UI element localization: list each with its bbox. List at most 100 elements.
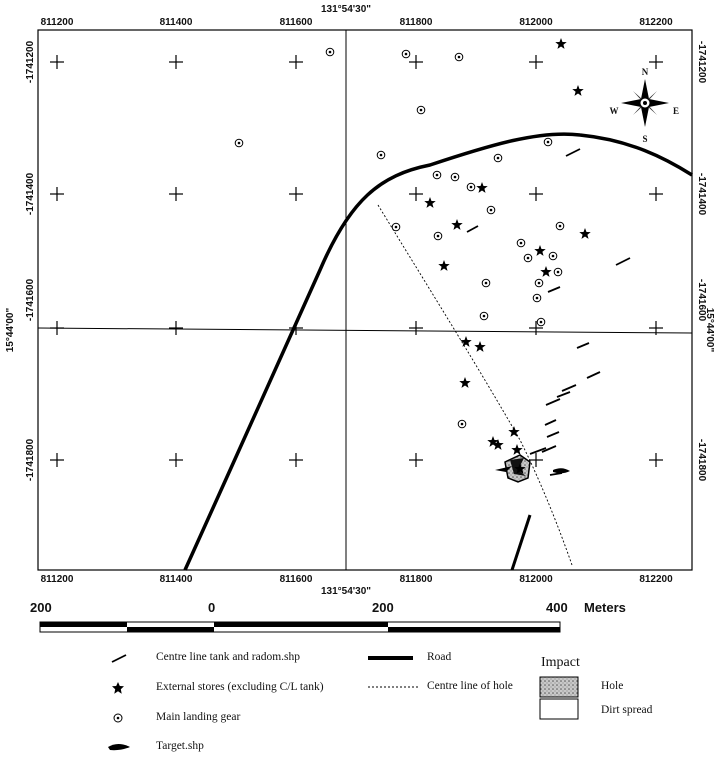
scale-bar [39,621,561,633]
grid-cross [169,187,183,201]
grid-crosses [50,55,663,467]
external-store-point [540,266,552,277]
grid-cross [409,321,423,335]
left-northing-label: -1741800 [25,438,36,481]
external-store-point [511,444,523,455]
landing-gear-point [553,267,563,277]
grid-cross [529,453,543,467]
centre-line-of-hole [377,204,573,566]
right-northing-label: -1741400 [696,173,707,216]
left-northing-label: -1741400 [25,172,36,215]
external-store-point [438,260,450,271]
compass-w-label: W [610,106,619,116]
top-easting-label: 811200 [41,17,74,28]
landing-gear-point [523,253,533,263]
legend-road-label: Road [427,651,452,663]
legend-star-symbol [112,682,124,694]
bottom-easting-label: 811200 [41,574,74,585]
grid-cross [50,187,64,201]
legend-hole-symbol [539,676,579,698]
external-stores-points [424,38,591,474]
compass-s-label: S [642,134,647,144]
legend-symbols [108,654,579,751]
left-latitude-label: 15°44'00" [5,308,16,353]
external-store-point [474,341,486,352]
landing-gear-point [516,238,526,248]
right-latitude-label: 15°44'00" [704,308,715,353]
legend-hole-label: Hole [601,680,624,692]
scale-label-400: 400 [546,600,568,615]
tank-segment [576,342,590,349]
tank-segment [565,148,581,157]
grid-cross [649,55,663,69]
landing-gear-point [450,172,460,182]
grid-cross [409,55,423,69]
landing-gear-point [532,293,542,303]
legend-external-stores-label: External stores (excluding C/L tank) [156,681,324,693]
external-store-point [555,38,567,49]
landing-gear-point [466,182,476,192]
external-store-point [508,426,520,437]
scale-label-200-left: 200 [30,600,52,615]
external-store-point [451,219,463,230]
top-easting-label: 811400 [160,17,193,28]
main-landing-gear-points [234,47,565,429]
landing-gear-point [543,137,553,147]
bottom-easting-label: 812200 [639,574,673,585]
landing-gear-point [234,138,244,148]
map-frame [37,29,693,571]
road-stub [510,514,532,571]
compass-e-label: E [673,106,679,116]
right-northing-label: -1741200 [696,41,707,84]
scale-label-200-right: 200 [372,600,394,615]
grid-cross [409,453,423,467]
bottom-longitude-label: 131°54'30" [321,586,371,597]
landing-gear-point [536,317,546,327]
landing-gear-point [376,150,386,160]
grid-cross [649,321,663,335]
tank-segment [556,391,571,398]
top-easting-label: 811800 [400,17,433,28]
tank-segment [544,419,557,426]
legend-gear-symbol [113,713,123,723]
grid-cross [169,321,183,335]
landing-gear-point [391,222,401,232]
landing-gear-point [493,153,503,163]
tank-segment [547,286,561,293]
grid-cross [649,453,663,467]
compass-n-label: N [642,67,649,77]
external-store-point [534,245,546,256]
legend-main-landing-gear-label: Main landing gear [156,711,241,723]
tank-segment [529,447,547,455]
landing-gear-point [481,278,491,288]
right-northing-label: -1741800 [696,439,707,482]
scale-label-0: 0 [208,600,216,615]
external-store-point [487,436,499,447]
grid-cross [529,187,543,201]
tank-segment [586,371,601,379]
tank-segment [546,431,560,438]
left-northing-label: -1741200 [25,40,36,83]
grid-cross [289,453,303,467]
top-longitude-label: 131°54'30" [321,4,371,15]
grid-cross [50,321,64,335]
landing-gear-point [433,231,443,241]
tank-segment [541,445,557,453]
top-easting-labels: 811200 811400 811600 811800 812000 81220… [41,17,674,28]
top-easting-label: 812200 [639,17,673,28]
compass-rose: N S E W [610,67,680,144]
landing-gear-point [401,49,411,59]
grid-cross [529,55,543,69]
landing-gear-point [416,105,426,115]
external-store-point [460,336,472,347]
landing-gear-point [534,278,544,288]
tank-segment [466,225,479,233]
right-northing-label: -1741600 [696,279,707,322]
bottom-easting-labels: 811200 811400 811600 811800 812000 81220… [41,574,674,585]
legend-impact-title: Impact [541,655,580,670]
left-northing-label: -1741600 [25,278,36,321]
grid-cross [50,453,64,467]
landing-gear-point [479,311,489,321]
grid-cross [289,55,303,69]
